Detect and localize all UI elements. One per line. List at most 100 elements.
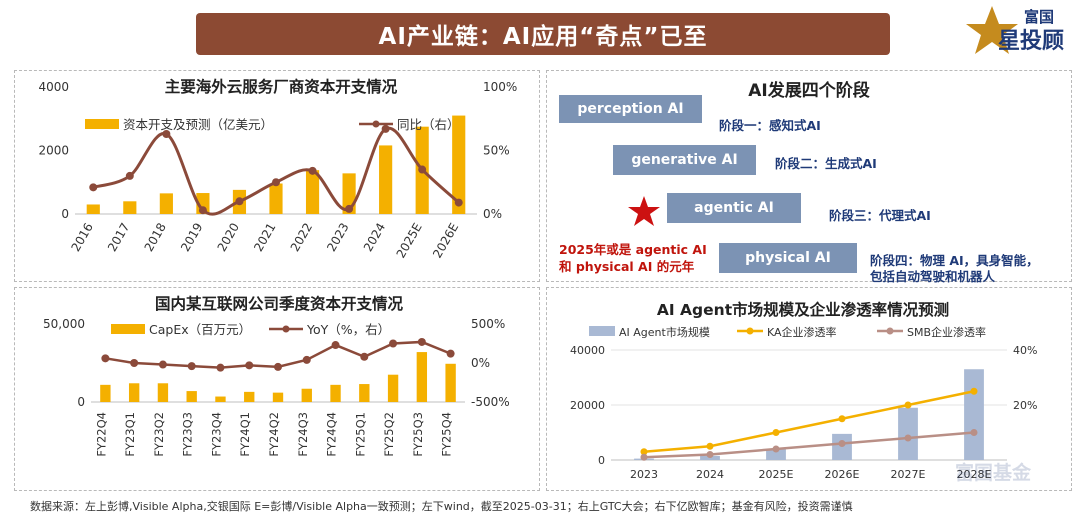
chart-overseas-capex: 主要海外云服务厂商资本开支情况 0 2000 4000 0% 50% 100% 2016 201…	[38, 77, 517, 261]
chart-domestic-capex: 国内某互联网公司季度资本开支情况 0 50,000 -500% 0% 500% FY22Q4…	[43, 294, 510, 457]
line-point	[838, 415, 846, 423]
star-icon	[628, 196, 660, 226]
page-title: AI产业链：AI应用“奇点”已至	[378, 24, 708, 50]
y-right-tick-label: 40%	[1013, 344, 1037, 357]
x-tick-label: FY25Q2	[382, 412, 396, 457]
bar	[86, 204, 100, 214]
note-line1: 2025年或是 agentic AI	[559, 242, 707, 257]
series-line	[643, 431, 975, 459]
legend-swatch	[111, 324, 145, 334]
x-tick-label: FY24Q3	[296, 412, 310, 457]
source-footer: 数据来源：左上彭博,Visible Alpha,交银国际 E=彭博/Visibl…	[30, 500, 853, 513]
legend-swatch	[282, 325, 290, 333]
line-point	[706, 451, 714, 458]
bar	[766, 449, 786, 460]
note-line2: 和 physical AI 的元年	[559, 259, 695, 274]
x-tick-label: 2025E	[394, 221, 425, 261]
legend-label: SMB企业渗透率	[907, 325, 986, 339]
x-tick-label: 2017	[105, 221, 132, 254]
bar	[186, 391, 197, 402]
stage-box-agentic: agentic AI	[667, 193, 801, 223]
logo-star-icon	[966, 6, 1018, 54]
x-tick-label: 2026E	[825, 468, 860, 481]
line-point	[245, 361, 254, 370]
line-point	[640, 453, 648, 461]
x-tick-label: FY23Q3	[181, 412, 195, 457]
bar	[445, 363, 456, 402]
logo-line1: 富国	[1024, 8, 1054, 26]
x-tick-label: 2019	[178, 221, 205, 254]
panel-overseas-capex: 主要海外云服务厂商资本开支情况 0 2000 4000 0% 50% 100% 2016 201…	[14, 70, 540, 282]
bar	[272, 392, 284, 402]
bar	[159, 193, 173, 214]
x-tick-label: 2026E	[430, 221, 461, 261]
bar	[964, 369, 984, 460]
legend-swatch	[85, 119, 119, 129]
bar	[387, 374, 399, 402]
bar	[898, 407, 918, 460]
x-tick-label: FY23Q2	[152, 412, 166, 457]
brand-logo: 富国 星投顾	[966, 6, 1064, 54]
x-tick-label: FY24Q2	[267, 412, 281, 457]
line-point	[216, 363, 225, 372]
x-tick-label: FY25Q1	[353, 412, 367, 457]
x-tick-label: 2028E	[957, 468, 992, 481]
stages-title: AI发展四个阶段	[748, 81, 870, 101]
legend-label: 同比（右）	[397, 117, 460, 132]
line-point	[446, 349, 455, 358]
line-point	[389, 339, 398, 348]
title-banner: AI产业链：AI应用“奇点”已至	[196, 13, 890, 55]
bar	[123, 201, 137, 214]
x-tick-label: 2018	[142, 221, 169, 254]
panel-ai-agent-market: AI Agent市场规模及企业渗透率情况预测 0 20000 40000 20% 40% 2…	[546, 287, 1072, 491]
bar	[215, 396, 226, 402]
stage-label-3: 阶段三：代理式AI	[829, 208, 931, 223]
chart-ai-agent-market: AI Agent市场规模及企业渗透率情况预测 0 20000 40000 20% 40% 2…	[570, 300, 1037, 481]
line-point	[772, 429, 780, 436]
x-tick-label: 2022	[288, 221, 315, 254]
panel-ai-stages: AI发展四个阶段 perception AI 阶段一：感知式AI generat…	[546, 70, 1072, 284]
legend-swatch	[589, 326, 615, 336]
series-line	[643, 390, 975, 453]
line-point	[838, 440, 846, 447]
x-tick-label: FY23Q1	[123, 412, 137, 457]
bar	[244, 391, 255, 402]
line-point	[331, 341, 340, 350]
y-right-tick-label: 500%	[471, 317, 505, 331]
y-right-tick-label: 100%	[483, 80, 517, 94]
bar	[269, 183, 283, 214]
line-point	[970, 387, 978, 395]
line-point	[345, 204, 354, 213]
line-point	[417, 337, 426, 346]
line-point	[970, 429, 978, 436]
bar	[330, 384, 341, 402]
line-point	[640, 448, 648, 456]
y-right-tick-label: 0%	[483, 207, 502, 221]
line-point	[101, 354, 110, 363]
line-point	[125, 171, 134, 180]
line-point	[360, 352, 369, 361]
stage-label-4b: 包括自动驾驶和机器人	[870, 269, 996, 284]
chart-title: AI Agent市场规模及企业渗透率情况预测	[657, 300, 949, 319]
line-point	[418, 165, 427, 174]
y-left-tick-label: 0	[598, 454, 605, 467]
watermark: 富国基金	[955, 462, 1032, 484]
line-point	[772, 445, 780, 453]
x-tick-label: 2020	[215, 221, 242, 254]
x-tick-label: FY22Q4	[94, 412, 108, 457]
line-point	[272, 178, 280, 187]
legend-label: AI Agent市场规模	[619, 325, 710, 339]
x-tick-label: 2024	[361, 221, 388, 254]
x-tick-label: 2021	[251, 221, 278, 254]
legend-label: YoY（%，右）	[306, 322, 390, 337]
legend-swatch	[372, 120, 380, 128]
line-point	[130, 359, 139, 367]
y-left-tick-label: 2000	[38, 144, 69, 158]
line-point	[308, 166, 317, 175]
bar	[416, 352, 428, 402]
line-point	[302, 355, 311, 364]
legend-swatch	[886, 327, 894, 335]
stage-label-1: 阶段一：感知式AI	[719, 118, 821, 133]
line-point	[904, 434, 912, 442]
bar	[157, 383, 169, 402]
